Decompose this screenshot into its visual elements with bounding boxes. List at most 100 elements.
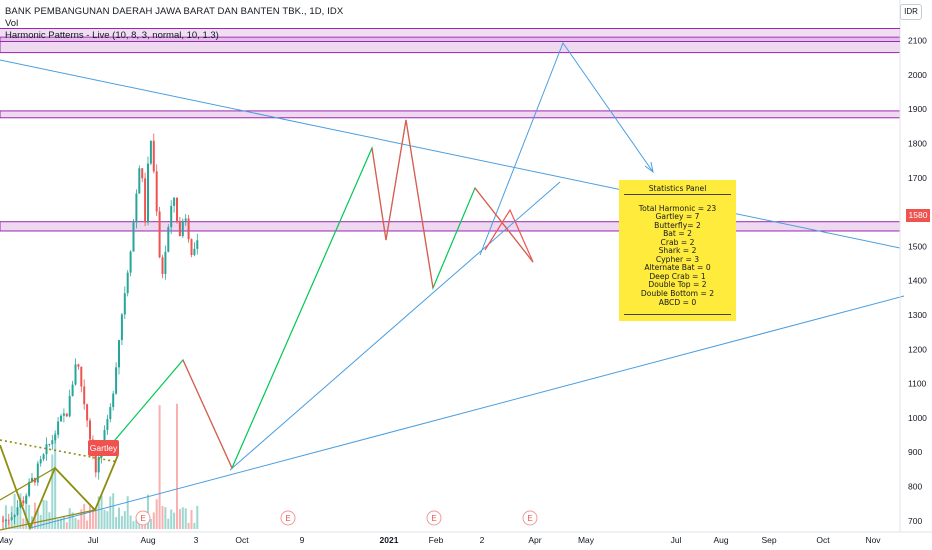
volume-bar <box>132 521 135 529</box>
stats-row: Alternate Bat = 0 <box>644 263 711 273</box>
volume-bar <box>126 496 129 529</box>
volume-bar <box>135 519 138 529</box>
stats-row: Double Top = 2 <box>648 280 707 290</box>
volume-bar <box>178 509 181 529</box>
candle-body <box>48 444 51 445</box>
trendline-upper <box>0 59 901 249</box>
volume-bar <box>196 505 199 529</box>
volume-bar <box>65 522 68 529</box>
candle-body <box>86 404 89 421</box>
volume-bar <box>57 519 60 529</box>
candle-body <box>22 500 25 504</box>
volume-bar <box>118 507 120 529</box>
volume-bar <box>7 520 10 529</box>
volume-bar <box>106 511 109 529</box>
candle-body <box>39 459 42 464</box>
harmonic-bull-path <box>97 119 534 470</box>
price-tick-label: 1300 <box>908 310 927 320</box>
candle-body <box>51 440 54 445</box>
volume-bar <box>22 518 25 529</box>
price-tick-label: 1400 <box>908 276 927 286</box>
time-tick-label: Oct <box>235 535 249 545</box>
volume-bar <box>164 507 167 529</box>
volume-bar <box>91 507 94 529</box>
statistics-panel: Statistics Panel Total Harmonic = 23 Gart… <box>619 180 736 321</box>
time-tick-label: May <box>578 535 595 545</box>
volume-bar <box>74 518 77 529</box>
candle-body <box>118 340 120 368</box>
candle-body <box>181 220 184 237</box>
candle-body <box>16 507 19 515</box>
chart-title: BANK PEMBANGUNAN DAERAH JAWA BARAT DAN B… <box>5 6 344 17</box>
candle-body <box>28 481 31 496</box>
time-tick-label: Oct <box>816 535 830 545</box>
candle-body <box>196 240 199 249</box>
last-price-badge: 1580 <box>906 209 930 222</box>
volume-bar <box>36 508 39 529</box>
projection-path <box>479 41 654 256</box>
candle-body <box>193 248 196 255</box>
candle-body <box>126 272 129 294</box>
candle-body <box>187 218 190 240</box>
candle-body <box>170 205 173 228</box>
harmonic-bear-leg <box>182 359 233 469</box>
candle-body <box>83 386 86 405</box>
volume-bar <box>51 454 54 529</box>
candle-body <box>141 168 144 179</box>
stats-row: Deep Crab = 1 <box>649 271 706 281</box>
volume-bar <box>13 493 16 529</box>
volume-bar <box>167 518 170 529</box>
price-zone <box>0 221 901 232</box>
stats-title: Statistics Panel <box>648 184 707 193</box>
volume-bar <box>161 505 164 529</box>
price-tick-label: 1800 <box>908 138 927 148</box>
indicator-row[interactable]: Harmonic Patterns - Live (10, 8, 3, norm… <box>0 28 900 42</box>
volume-bar <box>19 493 22 529</box>
volume-bar <box>80 509 83 529</box>
earnings-marker <box>522 510 538 526</box>
time-tick-label: Jul <box>88 535 99 545</box>
candle-body <box>65 413 68 417</box>
volume-bar <box>109 496 112 529</box>
candle-body <box>25 495 28 504</box>
candle-body <box>184 218 187 221</box>
price-tick-label: 900 <box>908 447 922 457</box>
candle-body <box>71 384 74 397</box>
candle-body <box>132 221 135 252</box>
price-tick-label: 1500 <box>908 241 927 251</box>
volume-bar <box>94 508 97 529</box>
candle-body <box>109 407 112 419</box>
currency-badge[interactable]: IDR <box>900 4 922 20</box>
volume-bar <box>100 495 103 529</box>
candle-body <box>190 239 193 255</box>
candle-body <box>97 457 100 473</box>
price-tick-label: 700 <box>908 516 922 526</box>
stats-row: Double Bottom = 2 <box>640 289 715 299</box>
earnings-marker <box>135 510 151 526</box>
volume-bar <box>86 520 89 529</box>
earnings-marker-label: E <box>140 514 145 523</box>
volume-bar <box>155 499 158 529</box>
time-tick-label: 9 <box>300 535 305 545</box>
price-tick-label: 1700 <box>908 173 927 183</box>
trendline-mid <box>229 181 561 471</box>
candle-body <box>62 413 65 416</box>
stats-separator <box>624 193 731 195</box>
volume-bar <box>83 503 86 529</box>
indicator-label: Harmonic Patterns - Live (10, 8, 3, norm… <box>5 30 219 41</box>
volume-bar <box>184 508 187 529</box>
time-tick-label: May <box>0 535 14 545</box>
time-tick-label: Nov <box>865 535 881 545</box>
time-tick-label: 2021 <box>380 535 399 545</box>
volume-bar <box>28 504 31 529</box>
volume-bar <box>48 512 51 529</box>
earnings-marker-label: E <box>285 514 290 523</box>
candle-body <box>144 178 147 223</box>
stats-row: Shark = 2 <box>658 246 697 256</box>
volume-bar <box>4 505 7 529</box>
volume-bar <box>25 495 28 529</box>
candle-body <box>7 519 10 521</box>
candle-body <box>115 367 118 394</box>
price-tick-label: 800 <box>908 482 922 492</box>
